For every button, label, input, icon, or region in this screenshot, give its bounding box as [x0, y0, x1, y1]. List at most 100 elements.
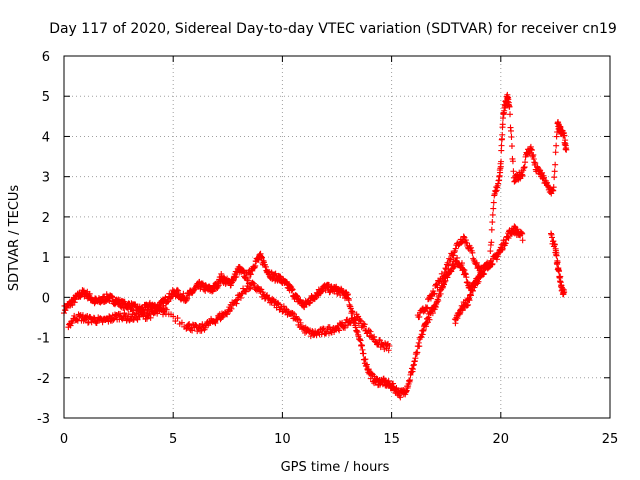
data-point — [224, 311, 231, 318]
data-point — [489, 261, 496, 268]
data-point — [251, 280, 258, 287]
data-point — [362, 356, 369, 363]
data-point — [174, 315, 181, 322]
data-point — [532, 160, 539, 167]
data-point — [488, 239, 495, 246]
data-point — [430, 291, 437, 298]
data-point — [447, 256, 454, 263]
data-point — [488, 226, 495, 233]
data-point — [519, 172, 526, 179]
data-point — [416, 343, 423, 350]
data-point — [367, 328, 374, 335]
data-point — [507, 111, 514, 118]
data-point — [519, 237, 526, 244]
data-point — [237, 294, 244, 301]
data-points — [61, 91, 570, 401]
data-point — [462, 237, 469, 244]
data-point — [553, 252, 560, 259]
data-point — [259, 254, 266, 261]
data-point — [163, 306, 170, 313]
x-tick-label: 0 — [60, 432, 68, 447]
y-tick-label: 4 — [42, 130, 50, 145]
data-point — [469, 287, 476, 294]
data-point — [539, 169, 546, 176]
data-point — [460, 233, 467, 240]
y-tick-label: 0 — [42, 291, 50, 306]
data-point — [441, 273, 448, 280]
data-point — [550, 238, 557, 245]
data-point — [297, 319, 304, 326]
data-point — [246, 285, 253, 292]
data-point — [71, 312, 78, 319]
data-point — [511, 223, 518, 230]
data-point — [490, 205, 497, 212]
data-point — [74, 316, 81, 323]
data-point — [431, 290, 438, 297]
data-point — [464, 302, 471, 309]
data-point — [552, 161, 559, 168]
data-point — [336, 327, 343, 334]
x-tick-label: 5 — [169, 432, 177, 447]
data-point — [335, 326, 342, 333]
data-point — [233, 300, 240, 307]
y-tick-label: -1 — [37, 332, 50, 347]
data-point — [551, 168, 558, 175]
data-point — [233, 273, 240, 280]
data-point — [134, 316, 141, 323]
data-point — [561, 289, 568, 296]
data-point — [318, 331, 325, 338]
data-point — [550, 184, 557, 191]
data-point — [280, 303, 287, 310]
data-point — [490, 199, 497, 206]
data-point — [451, 249, 458, 256]
data-point — [407, 377, 414, 384]
y-axis-label: SDTVAR / TECUs — [7, 185, 22, 292]
y-tick-label: 6 — [42, 50, 50, 65]
data-point — [361, 321, 368, 328]
data-point — [553, 142, 560, 149]
data-point — [146, 311, 153, 318]
data-point — [186, 320, 193, 327]
data-point — [170, 313, 177, 320]
data-point — [554, 259, 561, 266]
data-point — [563, 146, 570, 153]
data-point — [473, 259, 480, 266]
data-point — [441, 269, 448, 276]
data-point — [522, 159, 529, 166]
data-point — [540, 174, 547, 181]
grid — [64, 56, 610, 418]
y-tick-label: 5 — [42, 90, 50, 105]
data-point — [489, 219, 496, 226]
y-tick-label: 3 — [42, 171, 50, 186]
data-point — [426, 316, 433, 323]
data-point — [106, 297, 113, 304]
data-point — [212, 320, 219, 327]
data-point — [429, 310, 436, 317]
data-point — [556, 268, 563, 275]
data-point — [505, 235, 512, 242]
data-point — [474, 280, 481, 287]
data-point — [465, 301, 472, 308]
data-point — [244, 275, 251, 282]
data-point — [424, 304, 431, 311]
data-point — [551, 174, 558, 181]
data-point — [342, 324, 349, 331]
data-point — [458, 260, 465, 267]
data-point — [478, 264, 485, 271]
axis-ticks: 0 5 10 15 20 25 -3 -2 -1 0 1 2 3 4 5 6 — [37, 50, 618, 447]
data-point — [445, 262, 452, 269]
data-point — [443, 266, 450, 273]
data-point — [162, 294, 169, 301]
data-point — [434, 284, 441, 291]
data-point — [307, 333, 314, 340]
data-point — [469, 249, 476, 256]
y-tick-label: -3 — [37, 412, 50, 427]
data-point — [147, 314, 154, 321]
data-point — [376, 337, 383, 344]
data-point — [454, 254, 461, 261]
data-point — [552, 149, 559, 156]
data-point — [509, 158, 516, 165]
data-point — [360, 350, 367, 357]
